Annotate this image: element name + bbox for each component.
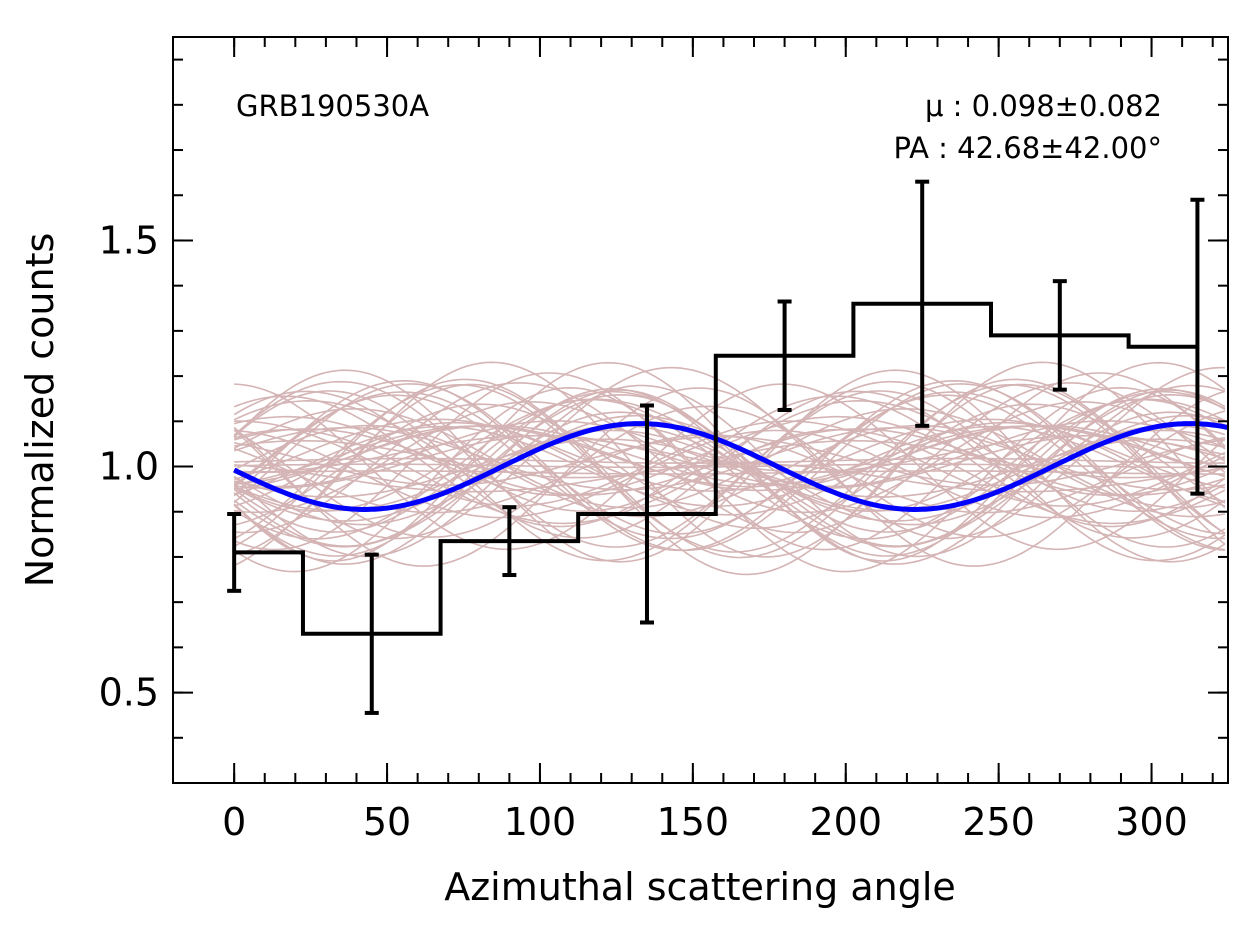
x-tick-label: 150 [657, 800, 730, 844]
error-bar [364, 552, 379, 715]
posterior-curve [234, 424, 1226, 486]
posterior-curve [234, 434, 1226, 473]
error-bar [639, 403, 654, 625]
x-tick-label: 0 [222, 800, 246, 844]
posterior-curve [233, 428, 1226, 525]
error-bar [502, 505, 517, 578]
posterior-curve [233, 379, 1225, 552]
y-tick-label: 1.0 [99, 445, 159, 489]
error-bar [915, 179, 930, 428]
x-tick-label: 50 [363, 800, 411, 844]
posterior-curve [233, 399, 1226, 513]
posterior-curve [233, 383, 1226, 553]
axes-group: 0 50 100 150 200 250 300 0.5 1.0 1.5 [99, 36, 1229, 844]
x-axis-title: Azimuthal scattering angle [444, 865, 956, 909]
error-bars-group [227, 179, 1205, 715]
error-bar [1052, 279, 1067, 392]
posterior-curve [233, 398, 1226, 513]
posterior-curve [233, 366, 1225, 540]
pa-annotation: PA : 42.68±42.00° [893, 131, 1162, 165]
plot-frame [172, 36, 1229, 784]
x-tick-label: 300 [1115, 800, 1188, 844]
posterior-curve [234, 425, 1226, 492]
error-bar [777, 299, 792, 412]
error-bar [227, 511, 242, 593]
x-tick-label: 200 [809, 800, 882, 844]
posterior-curve [234, 429, 1226, 519]
posterior-curve [233, 407, 1226, 509]
x-tick-label: 100 [504, 800, 577, 844]
error-bar [1190, 197, 1205, 496]
y-tick-label: 1.5 [99, 218, 159, 262]
best-fit-curve [233, 421, 1228, 512]
y-axis-title: Normalized counts [18, 233, 62, 588]
posterior-curve [233, 411, 1226, 548]
posterior-curve [234, 420, 1226, 507]
y-tick-label: 0.5 [99, 671, 159, 715]
posterior-curve [234, 383, 1226, 551]
grb-label: GRB190530A [236, 89, 429, 123]
posterior-curve [233, 387, 1226, 567]
x-tick-label: 250 [962, 800, 1035, 844]
mu-annotation: μ : 0.098±0.082 [925, 89, 1162, 123]
posterior-curve [234, 439, 1226, 479]
posterior-sample-curves [233, 361, 1226, 576]
posterior-curve [233, 389, 1226, 565]
posterior-curve [233, 383, 1226, 552]
posterior-curve [234, 420, 1226, 488]
best-fit-curve-group [233, 421, 1228, 512]
